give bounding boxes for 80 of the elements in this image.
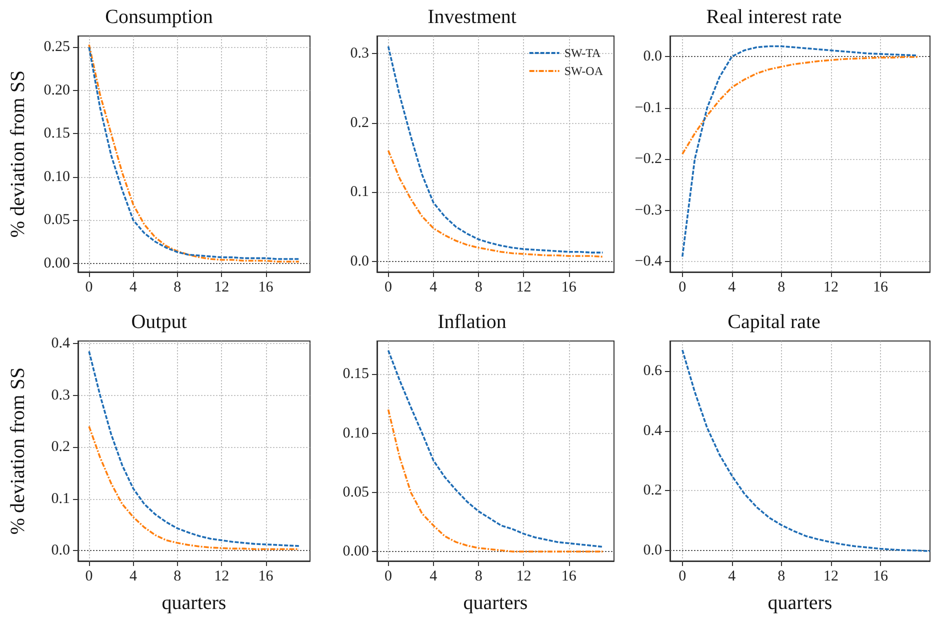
y-axis-title: % deviation from SS bbox=[7, 367, 29, 535]
x-tick-label: 12 bbox=[214, 280, 230, 296]
x-tick-label: 4 bbox=[129, 280, 138, 296]
y-tick-label: 0.3 bbox=[51, 387, 70, 404]
y-tick-label: −0.2 bbox=[634, 151, 662, 168]
x-tick-label: 0 bbox=[678, 280, 686, 296]
x-tick-label: 4 bbox=[430, 568, 438, 584]
x-tick-label: 12 bbox=[516, 568, 532, 584]
line-series bbox=[681, 45, 919, 258]
y-tick-label: 0.6 bbox=[643, 362, 662, 379]
y-tick-label: 0.2 bbox=[51, 439, 70, 456]
y-tick-label: 0.15 bbox=[44, 126, 70, 142]
x-axis-title: quarters bbox=[162, 592, 226, 614]
chart-title: Real interest rate bbox=[706, 6, 842, 28]
y-axis-title: % deviation from SS bbox=[7, 70, 29, 238]
x-tick-label: 4 bbox=[728, 280, 736, 296]
x-tick-label: 16 bbox=[561, 280, 577, 296]
x-tick-label: 8 bbox=[174, 280, 182, 296]
y-tick-label: 0.1 bbox=[51, 490, 70, 507]
y-tick-label: 0.25 bbox=[44, 39, 70, 56]
y-tick-label: 0.0 bbox=[643, 542, 662, 559]
y-tick-label: 0.10 bbox=[342, 425, 369, 442]
y-tick-label: 0.3 bbox=[350, 45, 369, 62]
line-series bbox=[387, 350, 604, 548]
y-tick-label: 0.4 bbox=[51, 336, 70, 352]
y-tick-label: 0.10 bbox=[44, 168, 70, 185]
y-tick-label: 0.0 bbox=[643, 48, 662, 65]
chart-title: Consumption bbox=[105, 6, 213, 28]
legend-label: SW-OA bbox=[564, 64, 604, 78]
line-series bbox=[387, 408, 604, 552]
x-tick-label: 16 bbox=[258, 568, 274, 584]
x-tick-label: 0 bbox=[85, 280, 93, 296]
x-tick-label: 12 bbox=[823, 568, 838, 584]
line-series bbox=[88, 350, 300, 547]
x-tick-label: 4 bbox=[430, 280, 438, 296]
x-axis-title: quarters bbox=[768, 592, 832, 614]
line-series bbox=[387, 46, 604, 254]
y-tick-label: 0.4 bbox=[643, 422, 662, 439]
y-tick-label: 0.1 bbox=[350, 184, 369, 200]
y-tick-label: 0.0 bbox=[350, 254, 369, 270]
chart-title: Capital rate bbox=[728, 311, 820, 333]
y-tick-label: 0.05 bbox=[342, 484, 369, 500]
y-tick-label: 0.15 bbox=[342, 366, 369, 382]
y-tick-label: −0.4 bbox=[634, 254, 662, 270]
x-tick-label: 0 bbox=[678, 568, 686, 584]
x-tick-label: 0 bbox=[384, 280, 392, 296]
x-tick-label: 4 bbox=[728, 568, 736, 584]
line-series bbox=[681, 349, 931, 552]
x-tick-label: 8 bbox=[778, 280, 786, 296]
chart-title: Output bbox=[131, 311, 188, 333]
y-tick-label: 0.0 bbox=[51, 542, 70, 559]
x-axis-title: quarters bbox=[463, 592, 528, 614]
y-tick-label: 0.05 bbox=[44, 212, 70, 228]
line-series bbox=[681, 56, 919, 155]
x-tick-label: 16 bbox=[872, 568, 888, 584]
x-tick-label: 8 bbox=[778, 568, 786, 584]
y-tick-label: 0.2 bbox=[643, 482, 662, 499]
legend-label: SW-TA bbox=[564, 46, 602, 60]
x-tick-label: 12 bbox=[823, 280, 838, 296]
x-tick-label: 12 bbox=[516, 280, 532, 296]
x-tick-label: 16 bbox=[872, 280, 888, 296]
x-tick-label: 8 bbox=[474, 280, 482, 296]
chart-title: Inflation bbox=[438, 311, 506, 333]
x-tick-label: 16 bbox=[258, 280, 274, 296]
y-tick-label: 0.20 bbox=[44, 82, 70, 98]
y-tick-label: 0.2 bbox=[350, 114, 369, 131]
y-tick-label: 0.00 bbox=[44, 255, 70, 272]
x-tick-label: 16 bbox=[561, 568, 577, 584]
x-tick-label: 0 bbox=[85, 568, 93, 584]
line-series bbox=[387, 150, 604, 258]
x-tick-label: 0 bbox=[384, 568, 392, 584]
line-series bbox=[88, 426, 300, 550]
x-tick-label: 4 bbox=[129, 568, 138, 584]
x-tick-label: 8 bbox=[174, 568, 182, 584]
y-tick-label: 0.00 bbox=[342, 544, 369, 560]
x-tick-label: 8 bbox=[474, 568, 482, 584]
x-tick-label: 12 bbox=[214, 568, 230, 584]
chart-title: Investment bbox=[428, 6, 517, 28]
y-tick-label: −0.1 bbox=[634, 100, 662, 116]
y-tick-label: −0.3 bbox=[634, 202, 662, 218]
